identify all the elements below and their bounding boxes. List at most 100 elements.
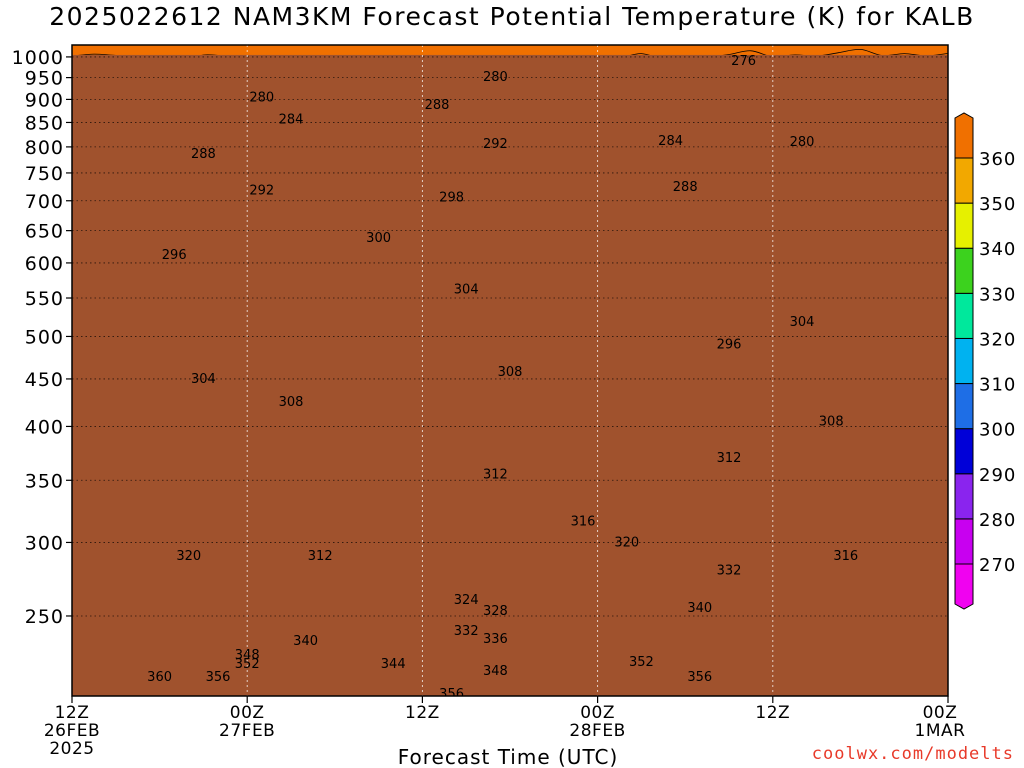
colorbar-bin-350 bbox=[954, 157, 974, 204]
colorbar-tick-label: 360 bbox=[979, 149, 1016, 170]
contour-label: 340 bbox=[687, 601, 712, 616]
colorbar-tick-label: 350 bbox=[979, 194, 1016, 215]
y-axis: 2503003504004505005506006507007508008509… bbox=[12, 47, 72, 628]
contour-label: 316 bbox=[833, 549, 858, 564]
contour-label: 288 bbox=[191, 147, 216, 162]
contour-label: 344 bbox=[381, 657, 406, 672]
contour-label: 280 bbox=[249, 91, 274, 106]
x-axis-label: Forecast Time (UTC) bbox=[398, 745, 619, 768]
colorbar-arrow-top bbox=[954, 112, 974, 159]
y-tick-label: 300 bbox=[25, 532, 64, 554]
contour-label: 336 bbox=[483, 632, 508, 647]
y-tick-label: 800 bbox=[25, 137, 64, 159]
plot-frame bbox=[71, 44, 949, 697]
y-tick-label: 450 bbox=[25, 369, 64, 391]
contour-label: 356 bbox=[206, 670, 231, 685]
contour-label: 304 bbox=[191, 372, 216, 387]
colorbar: 270 280 290 300 310 320 330 340 350 360 bbox=[954, 112, 1016, 610]
colorbar-bin-300 bbox=[954, 383, 974, 430]
contour-label: 292 bbox=[249, 184, 274, 199]
y-tick-label: 1000 bbox=[12, 47, 64, 69]
x-tick-label: 2025 bbox=[49, 739, 94, 759]
contour-label: 348 bbox=[235, 648, 260, 663]
x-tick-label: 00Z bbox=[230, 703, 265, 723]
x-tick-label: 12Z bbox=[405, 703, 440, 723]
x-tick-label: 00Z bbox=[580, 703, 615, 723]
contour-label: 312 bbox=[717, 451, 742, 466]
contour-label: 308 bbox=[819, 414, 844, 429]
ground-layer bbox=[72, 54, 948, 696]
colorbar-tick-label: 330 bbox=[979, 284, 1016, 305]
x-tick-label: 12Z bbox=[755, 703, 790, 723]
y-tick-label: 950 bbox=[25, 68, 64, 90]
y-tick-label: 250 bbox=[25, 606, 64, 628]
colorbar-tick-label: 320 bbox=[979, 329, 1016, 350]
contour-label: 304 bbox=[454, 282, 479, 297]
contour-label: 304 bbox=[790, 315, 815, 330]
contour-label: 320 bbox=[176, 549, 201, 564]
contour-label: 300 bbox=[366, 231, 391, 246]
contour-label: 332 bbox=[454, 624, 479, 639]
colorbar-bin-270 bbox=[954, 518, 974, 565]
y-tick-label: 600 bbox=[25, 253, 64, 275]
y-tick-label: 750 bbox=[25, 163, 64, 185]
x-tick-label: 28FEB bbox=[569, 721, 625, 741]
y-tick-label: 900 bbox=[25, 89, 64, 111]
contour-label: 284 bbox=[658, 134, 683, 149]
contour-label: 288 bbox=[425, 98, 450, 113]
contour-label: 280 bbox=[483, 70, 508, 85]
chart-title: 2025022612 NAM3KM Forecast Potential Tem… bbox=[49, 2, 975, 31]
contour-label: 320 bbox=[614, 535, 639, 550]
contour-label: 288 bbox=[673, 180, 698, 195]
colorbar-bin-290 bbox=[954, 428, 974, 475]
contour-label: 340 bbox=[293, 634, 318, 649]
contour-label: 292 bbox=[483, 137, 508, 152]
contour-label: 348 bbox=[483, 664, 508, 679]
contour-label: 356 bbox=[439, 687, 464, 702]
ground-bar bbox=[72, 54, 948, 696]
colorbar-tick-label: 270 bbox=[979, 555, 1016, 576]
contour-label: 328 bbox=[483, 604, 508, 619]
y-tick-label: 650 bbox=[25, 221, 64, 243]
colorbar-tick-label: 280 bbox=[979, 510, 1016, 531]
colorbar-tick-label: 290 bbox=[979, 465, 1016, 486]
colorbar-bin-340 bbox=[954, 202, 974, 249]
colorbar-bin-310 bbox=[954, 337, 974, 385]
contour-label: 284 bbox=[279, 113, 304, 128]
contour-label: 276 bbox=[731, 54, 756, 69]
credit-text: coolwx.com/modelts bbox=[811, 744, 1014, 764]
x-tick-label: 12Z bbox=[55, 703, 90, 723]
grid-lines bbox=[72, 45, 948, 696]
contour-label: 352 bbox=[235, 657, 260, 672]
contour-label: 316 bbox=[571, 514, 596, 529]
x-tick-label: 1MAR bbox=[915, 721, 966, 741]
y-tick-label: 350 bbox=[25, 470, 64, 492]
colorbar-bin-330 bbox=[954, 247, 974, 294]
colorbar-tick-label: 310 bbox=[979, 375, 1016, 396]
contour-label: 352 bbox=[629, 655, 654, 670]
x-tick-label: 26FEB bbox=[44, 721, 100, 741]
contour-label: 332 bbox=[717, 563, 742, 578]
contour-label: 296 bbox=[717, 338, 742, 353]
contour-label: 360 bbox=[147, 670, 172, 685]
colorbar-arrow-bottom bbox=[954, 563, 974, 610]
y-tick-label: 550 bbox=[25, 288, 64, 310]
x-tick-label: 27FEB bbox=[219, 721, 275, 741]
colorbar-tick-label: 340 bbox=[979, 239, 1016, 260]
contour-label: 324 bbox=[454, 593, 479, 608]
contour-label: 312 bbox=[483, 468, 508, 483]
y-tick-label: 400 bbox=[25, 416, 64, 438]
contour-label: 312 bbox=[308, 549, 333, 564]
y-tick-label: 850 bbox=[25, 112, 64, 134]
contour-label: 308 bbox=[279, 395, 304, 410]
contour-label: 296 bbox=[162, 248, 187, 263]
contour-label: 280 bbox=[790, 135, 815, 150]
plot-border bbox=[71, 44, 949, 697]
colorbar-bin-280 bbox=[954, 473, 974, 520]
x-tick-label: 00Z bbox=[923, 703, 958, 723]
contour-label: 308 bbox=[498, 365, 523, 380]
contour-label: 356 bbox=[687, 670, 712, 685]
